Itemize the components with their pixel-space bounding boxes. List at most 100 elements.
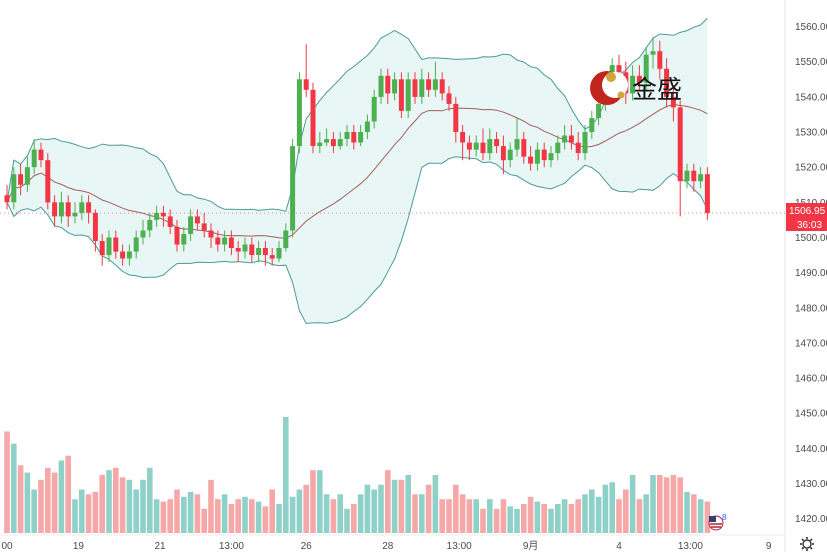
candle bbox=[147, 212, 153, 238]
candle bbox=[643, 47, 649, 90]
volume-bar bbox=[269, 489, 275, 533]
candle-body bbox=[473, 142, 479, 150]
volume-bar bbox=[623, 489, 629, 533]
candle bbox=[133, 230, 139, 259]
candle bbox=[568, 125, 574, 150]
volume-bar bbox=[589, 489, 595, 533]
candle-body bbox=[65, 202, 71, 217]
candle-body bbox=[650, 51, 656, 55]
candle bbox=[310, 82, 316, 154]
candle bbox=[528, 146, 534, 171]
candle bbox=[439, 72, 445, 101]
candle-body bbox=[528, 156, 534, 164]
candle bbox=[188, 209, 194, 241]
candle bbox=[677, 100, 683, 217]
volume-bar bbox=[541, 504, 547, 533]
candle bbox=[79, 195, 85, 220]
y-tick-label: 1520.00 bbox=[795, 163, 827, 174]
x-tick-label: 26 bbox=[301, 541, 313, 552]
candle bbox=[58, 191, 64, 224]
time-axis[interactable]: 00 19 21 13:00 26 28 13:00 9月 4 13:00 9 bbox=[0, 534, 785, 552]
candle-body bbox=[215, 237, 221, 245]
volume-bar bbox=[79, 489, 85, 533]
candle bbox=[453, 96, 459, 143]
volume-bar bbox=[153, 499, 160, 533]
candle bbox=[548, 146, 554, 168]
volume-bar bbox=[92, 491, 99, 533]
candle-body bbox=[664, 68, 670, 97]
country-flag-badge[interactable]: 8 bbox=[708, 513, 727, 531]
volume-bar bbox=[555, 504, 561, 533]
candle-body bbox=[256, 248, 262, 255]
volume-bar bbox=[507, 506, 513, 533]
settings-gear-icon[interactable] bbox=[800, 537, 814, 551]
candle bbox=[419, 68, 425, 104]
volume-bar bbox=[364, 484, 371, 533]
candle-body bbox=[18, 174, 24, 185]
candle-body bbox=[371, 96, 377, 122]
volume-bar bbox=[317, 470, 323, 533]
volume-bar bbox=[616, 499, 622, 533]
candle bbox=[378, 68, 384, 104]
volume-bar bbox=[45, 467, 51, 534]
candle-body bbox=[698, 174, 704, 182]
bollinger-lower-line bbox=[6, 156, 708, 324]
volume-bar bbox=[126, 479, 133, 533]
volume-bar bbox=[473, 499, 479, 533]
candle-body bbox=[562, 135, 568, 143]
candle-body bbox=[392, 79, 398, 94]
candle bbox=[235, 241, 241, 263]
candle-body bbox=[480, 142, 486, 154]
candle-body bbox=[589, 118, 595, 133]
candle-body bbox=[643, 54, 649, 83]
volume-bar bbox=[133, 489, 139, 533]
candle-body bbox=[120, 251, 126, 259]
watermark-text: 金盛 bbox=[632, 75, 682, 104]
candle bbox=[120, 244, 126, 266]
volume-bar bbox=[344, 508, 350, 533]
candle-body bbox=[208, 230, 214, 238]
volume-bar bbox=[527, 496, 534, 534]
volume-bar bbox=[99, 475, 105, 533]
volume-bar bbox=[378, 484, 384, 533]
candle bbox=[242, 237, 248, 259]
volume-bar bbox=[181, 496, 187, 534]
candle-body bbox=[310, 89, 316, 146]
volume-bar bbox=[208, 479, 214, 533]
volume-bar bbox=[650, 475, 656, 533]
candle bbox=[432, 61, 438, 97]
candle-body bbox=[460, 132, 466, 143]
candle-body bbox=[86, 202, 92, 213]
candle bbox=[222, 230, 228, 252]
volume-bar bbox=[398, 479, 405, 533]
candle bbox=[575, 132, 581, 161]
y-tick-label: 1540.00 bbox=[795, 92, 827, 103]
logo-dot-icon bbox=[617, 91, 625, 99]
candle bbox=[494, 132, 500, 154]
candle bbox=[630, 65, 636, 101]
candle bbox=[276, 241, 282, 263]
volume-bar bbox=[215, 499, 221, 533]
flag-badge-count: 8 bbox=[722, 513, 727, 522]
candle-body bbox=[181, 234, 187, 245]
volume-bar bbox=[289, 496, 296, 534]
volume-bar bbox=[459, 494, 466, 533]
volume-bar bbox=[534, 501, 541, 533]
candle-body bbox=[439, 79, 445, 94]
candle-body bbox=[453, 103, 459, 132]
y-tick-label: 1490.00 bbox=[795, 268, 827, 279]
candle bbox=[398, 72, 404, 118]
candle-body bbox=[228, 237, 234, 248]
candle bbox=[324, 128, 330, 147]
candle bbox=[269, 248, 275, 266]
candle bbox=[45, 153, 51, 210]
candle bbox=[113, 230, 119, 259]
candle-body bbox=[385, 75, 391, 94]
candle-body bbox=[222, 237, 228, 245]
volume-bar bbox=[4, 431, 10, 533]
x-tick-label: 00 bbox=[1, 541, 13, 552]
volume-bar bbox=[684, 491, 690, 533]
candle-body bbox=[133, 237, 139, 252]
candle-body bbox=[677, 107, 683, 182]
